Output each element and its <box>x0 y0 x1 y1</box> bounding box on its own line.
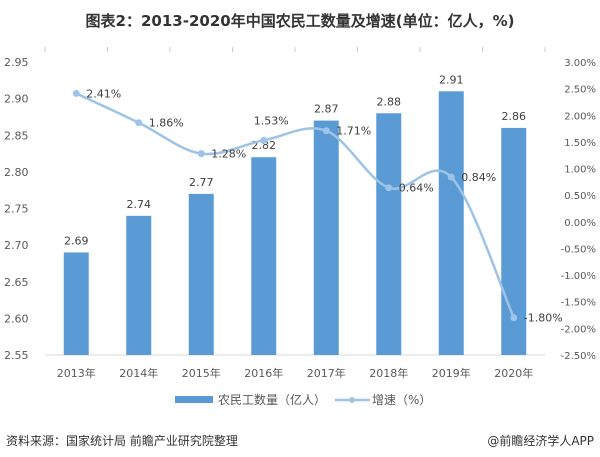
line-data-label: 0.84% <box>461 171 496 184</box>
right-tick-label: 0.00% <box>564 218 596 229</box>
growth-point <box>322 127 330 135</box>
left-tick-label: 2.65 <box>4 276 29 289</box>
bar-data-label: 2.77 <box>189 176 214 189</box>
x-tick-label: 2016年 <box>244 366 283 380</box>
x-tick-label: 2017年 <box>307 366 346 380</box>
left-tick-label: 2.55 <box>4 349 29 362</box>
growth-point <box>260 136 268 144</box>
x-tick-label: 2020年 <box>494 366 533 380</box>
right-tick-label: -2.50% <box>561 351 596 362</box>
right-tick-label: 3.00% <box>564 58 596 69</box>
legend-bar-swatch <box>175 396 213 403</box>
line-data-label: 0.64% <box>399 182 434 195</box>
left-tick-label: 2.70 <box>4 239 29 252</box>
left-tick-label: 2.60 <box>4 312 29 325</box>
x-tick-label: 2015年 <box>182 366 221 380</box>
line-data-label: 2.41% <box>86 87 121 100</box>
growth-point <box>385 184 393 192</box>
bar <box>313 120 339 355</box>
right-tick-label: -1.50% <box>561 298 596 309</box>
bar-data-label: 2.88 <box>377 95 402 108</box>
line-data-label: 1.86% <box>149 117 184 130</box>
growth-point <box>447 173 455 181</box>
bar <box>251 157 277 355</box>
bar-data-label: 2.86 <box>502 110 527 123</box>
bar <box>188 193 214 355</box>
line-data-label: 1.28% <box>211 148 246 161</box>
right-tick-label: -0.50% <box>561 244 596 255</box>
left-tick-label: 2.75 <box>4 203 29 216</box>
bar <box>376 113 402 356</box>
line-data-label: 1.53% <box>254 114 289 127</box>
left-tick-label: 2.95 <box>4 56 29 69</box>
right-tick-label: 0.50% <box>564 191 596 202</box>
bar-data-label: 2.87 <box>314 103 339 116</box>
x-tick-label: 2018年 <box>369 366 408 380</box>
legend-line-label: 增速（%） <box>372 393 431 407</box>
growth-point <box>510 314 518 322</box>
x-tick-label: 2019年 <box>432 366 471 380</box>
bar <box>63 252 89 355</box>
bar-data-label: 2.74 <box>127 198 152 211</box>
left-tick-label: 2.80 <box>4 166 29 179</box>
line-data-label: 1.71% <box>336 125 371 138</box>
brand-credit: @前瞻经济学人APP <box>487 434 594 448</box>
bar <box>126 215 152 355</box>
right-tick-label: 2.50% <box>564 85 596 96</box>
right-tick-label: 1.00% <box>564 165 596 176</box>
right-tick-label: -2.00% <box>561 324 596 335</box>
right-tick-label: -1.00% <box>561 271 596 282</box>
growth-point <box>197 150 205 158</box>
source-note: 资料来源：国家统计局 前瞻产业研究院整理 <box>6 434 238 448</box>
legend-line-marker <box>349 397 355 403</box>
growth-point <box>135 119 143 127</box>
legend-bar-label: 农民工数量（亿人） <box>218 392 326 407</box>
bar-data-label: 2.91 <box>439 73 464 86</box>
x-tick-label: 2014年 <box>119 366 158 380</box>
right-tick-label: 1.50% <box>564 138 596 149</box>
bar-data-label: 2.69 <box>64 234 89 247</box>
right-tick-label: 2.00% <box>564 111 596 122</box>
growth-point <box>72 89 80 97</box>
line-data-label: -1.80% <box>524 312 563 325</box>
left-tick-label: 2.90 <box>4 93 29 106</box>
bar <box>438 91 464 356</box>
chart-title: 图表2：2013-2020年中国农民工数量及增速(单位：亿人，%) <box>85 12 515 30</box>
left-tick-label: 2.85 <box>4 129 29 142</box>
x-tick-label: 2013年 <box>57 366 96 380</box>
